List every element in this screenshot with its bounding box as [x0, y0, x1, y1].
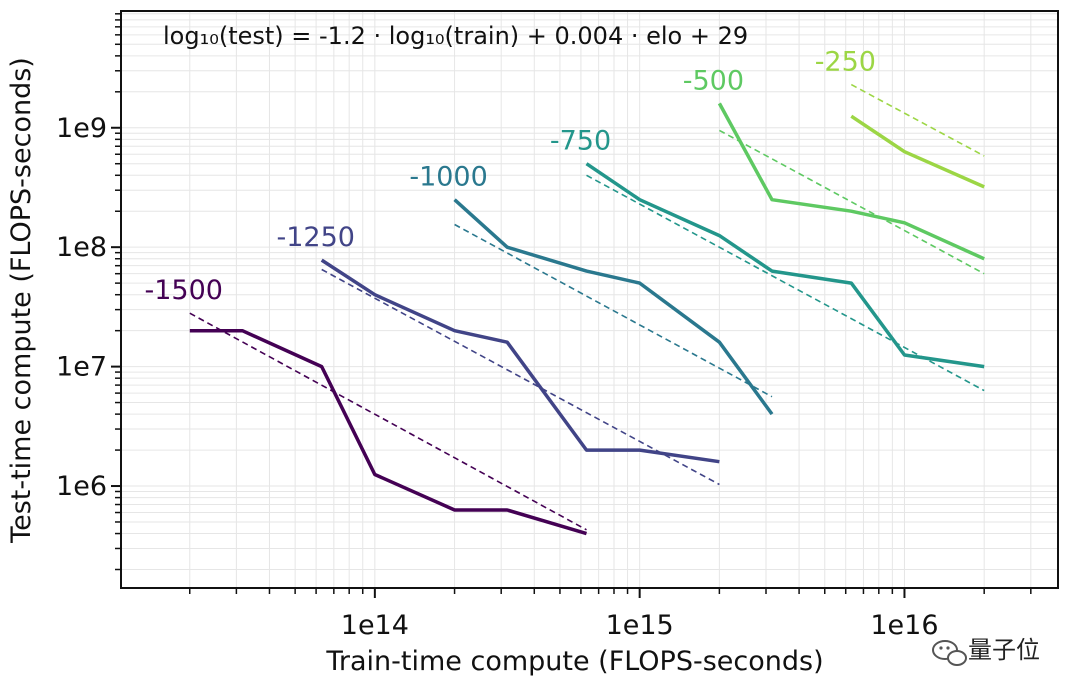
- y-axis-label: Test-time compute (FLOPS-seconds): [6, 57, 37, 544]
- fit-line-m750: [586, 174, 985, 392]
- series-lines: [189, 102, 985, 536]
- y-tick-label: 1e9: [56, 113, 107, 144]
- fit-lines: [189, 83, 985, 531]
- grid: [121, 11, 1058, 588]
- x-tick-label: 1e16: [870, 610, 938, 641]
- series-label: -750: [550, 126, 611, 157]
- wechat-icon: [932, 640, 967, 666]
- series-line-m500: [717, 102, 985, 261]
- y-tick-label: 1e7: [56, 352, 107, 383]
- series-line-m1500: [189, 328, 587, 536]
- x-tick-label: 1e14: [341, 610, 409, 641]
- ticks: 1e14 1e15 1e16 1e6 1e7 1e8 1e9: [56, 13, 1032, 641]
- series-label: -1000: [409, 162, 487, 193]
- series-label: -1500: [145, 275, 223, 306]
- series-labels: -1500 -1250 -1000 -750 -500 -250: [145, 47, 876, 307]
- plot-frame: [120, 10, 1059, 589]
- series-line-m1250: [320, 258, 720, 464]
- series-line-m750: [585, 162, 985, 369]
- series-line-m1000: [453, 198, 774, 416]
- fit-line-m250: [850, 83, 985, 157]
- y-tick-label: 1e6: [56, 471, 107, 502]
- fit-line-m1000: [454, 223, 773, 398]
- fit-line-m1250: [321, 268, 720, 486]
- watermark-text: 量子位: [968, 636, 1040, 664]
- equation-annotation: log₁₀(test) = -1.2 · log₁₀(train) + 0.00…: [163, 22, 748, 50]
- series-label: -1250: [276, 222, 354, 253]
- series-label: -500: [683, 65, 744, 96]
- fit-line-m500: [719, 129, 985, 275]
- series-label: -250: [815, 47, 876, 78]
- series-line-m250: [850, 114, 985, 189]
- watermark: 量子位: [932, 636, 1040, 666]
- x-tick-label: 1e15: [606, 610, 674, 641]
- x-axis-label: Train-time compute (FLOPS-seconds): [325, 646, 823, 677]
- fit-line-m1500: [189, 312, 587, 531]
- y-tick-label: 1e8: [56, 232, 107, 263]
